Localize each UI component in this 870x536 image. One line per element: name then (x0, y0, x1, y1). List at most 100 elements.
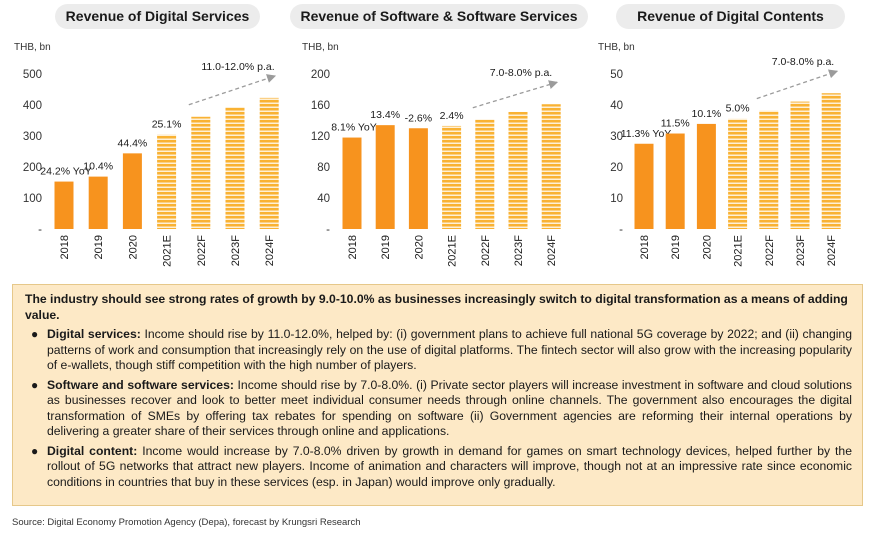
bar (259, 97, 279, 230)
category-label: 2018 (59, 235, 71, 259)
bullet-icon: ● (31, 443, 39, 458)
bar (408, 128, 428, 229)
chart-title: Revenue of Software & Software Services (290, 4, 588, 29)
y-tick-label: 100 (23, 193, 42, 205)
bullet-heading: Software and software services: (47, 377, 234, 392)
trend-arrow (756, 69, 839, 100)
data-label: 5.0% (726, 103, 750, 115)
category-label: 2020 (413, 235, 425, 259)
category-label: 2022F (196, 235, 208, 266)
data-label: 24.2% YoY (40, 166, 91, 178)
category-label: 2018 (347, 235, 359, 259)
y-tick-label: 10 (610, 193, 623, 205)
bar (759, 110, 779, 229)
category-label: 2018 (639, 235, 651, 259)
bar (157, 134, 177, 229)
bar (696, 123, 716, 229)
bar (191, 116, 211, 229)
trend-arrow (472, 80, 559, 109)
category-label: 2020 (701, 235, 713, 259)
bar (54, 181, 74, 229)
chart-title: Revenue of Digital Services (55, 4, 260, 29)
bar (375, 125, 395, 229)
chart-title: Revenue of Digital Contents (616, 4, 845, 29)
bullet-digital-content: ● Digital content: Income would increase… (25, 444, 852, 491)
y-tick-label: 50 (610, 69, 623, 81)
bar (790, 101, 810, 229)
category-label: 2021E (733, 235, 745, 267)
bullet-heading: Digital services: (47, 327, 141, 341)
trend-label: 7.0-8.0% p.a. (490, 67, 552, 79)
bar (821, 93, 841, 229)
y-tick-label: - (38, 224, 42, 236)
summary-lead: The industry should see strong rates of … (25, 292, 848, 322)
y-tick-label: 160 (311, 100, 330, 112)
chart-panel-digital-contents: Revenue of Digital Contents THB, bn - 10 2… (580, 0, 870, 275)
data-label: 10.4% (83, 161, 113, 173)
y-axis-unit: THB, bn (14, 42, 51, 53)
y-tick-label: 300 (23, 131, 42, 143)
category-label: 2023F (795, 235, 807, 266)
bullet-text: Income should rise by 7.0-8.0%. (i) Priv… (47, 377, 852, 439)
trend-label: 7.0-8.0% p.a. (772, 56, 834, 68)
bar-chart-digital-contents: - 10 20 30 40 50 11.3% YoY 2018 11.5% 2019 10.1% 20… (610, 56, 841, 267)
data-label: 11.3% YoY (621, 128, 672, 140)
bullet-text: Income would increase by 7.0-8.0% driven… (47, 443, 852, 489)
bar (225, 107, 245, 229)
category-label: 2021E (447, 235, 459, 267)
bullet-icon: ● (31, 327, 39, 341)
summary-box: The industry should see strong rates of … (12, 284, 863, 506)
trend-label: 11.0-12.0% p.a. (201, 61, 274, 73)
category-label: 2019 (93, 235, 105, 259)
y-tick-label: 40 (610, 100, 623, 112)
y-axis-unit: THB, bn (598, 42, 635, 53)
y-tick-label: 500 (23, 69, 42, 81)
bar (728, 118, 748, 229)
y-tick-label: 120 (311, 131, 330, 143)
category-label: 2023F (230, 235, 242, 266)
y-tick-label: 400 (23, 100, 42, 112)
bar (122, 153, 142, 229)
category-label: 2019 (670, 235, 682, 259)
chart-panel-digital-services: Revenue of Digital Services THB, bn - 100… (0, 0, 290, 275)
category-label: 2022F (480, 235, 492, 266)
y-tick-label: 30 (610, 131, 623, 143)
category-label: 2022F (764, 235, 776, 266)
y-tick-label: - (619, 224, 623, 236)
bar (88, 176, 108, 229)
trend-arrow (188, 74, 277, 106)
y-axis-unit: THB, bn (302, 42, 339, 53)
category-label: 2021E (162, 235, 174, 267)
bar (442, 125, 462, 229)
category-label: 2024F (546, 235, 558, 266)
bar (634, 143, 654, 229)
data-label: 11.5% (661, 118, 690, 130)
y-tick-label: 80 (317, 162, 330, 174)
y-tick-label: 200 (23, 162, 42, 174)
chart-panel-software-services: Revenue of Software & Software Services … (290, 0, 588, 275)
y-tick-label: - (326, 224, 330, 236)
bullet-text: Income should rise by 11.0-12.0%, helped… (47, 327, 852, 372)
data-label: 8.1% YoY (331, 122, 377, 134)
bar-chart-software-services: - 40 80 120 160 200 8.1% YoY 2018 13.4% 2019 -2.6%… (311, 67, 561, 267)
bar (342, 137, 362, 229)
bar (508, 111, 528, 229)
source-note: Source: Digital Economy Promotion Agency… (12, 517, 361, 528)
category-label: 2020 (127, 235, 139, 259)
summary-bullet-list: ● Digital services: Income should rise b… (25, 327, 852, 490)
bullet-icon: ● (31, 377, 39, 392)
data-label: -2.6% (405, 112, 432, 124)
y-tick-label: 20 (610, 162, 623, 174)
bar (665, 133, 685, 229)
bar-chart-digital-services: - 100 200 300 400 500 24.2% YoY 2018 10.4% 2019 44… (23, 61, 279, 267)
category-label: 2023F (513, 235, 525, 266)
bar (541, 104, 561, 229)
data-label: 44.4% (118, 137, 148, 149)
data-label: 2.4% (440, 110, 464, 122)
category-label: 2024F (826, 235, 838, 266)
data-label: 13.4% (370, 109, 400, 121)
data-label: 25.1% (152, 118, 182, 130)
category-label: 2019 (380, 235, 392, 259)
bullet-digital-services: ● Digital services: Income should rise b… (25, 327, 852, 374)
data-label: 10.1% (692, 108, 722, 120)
